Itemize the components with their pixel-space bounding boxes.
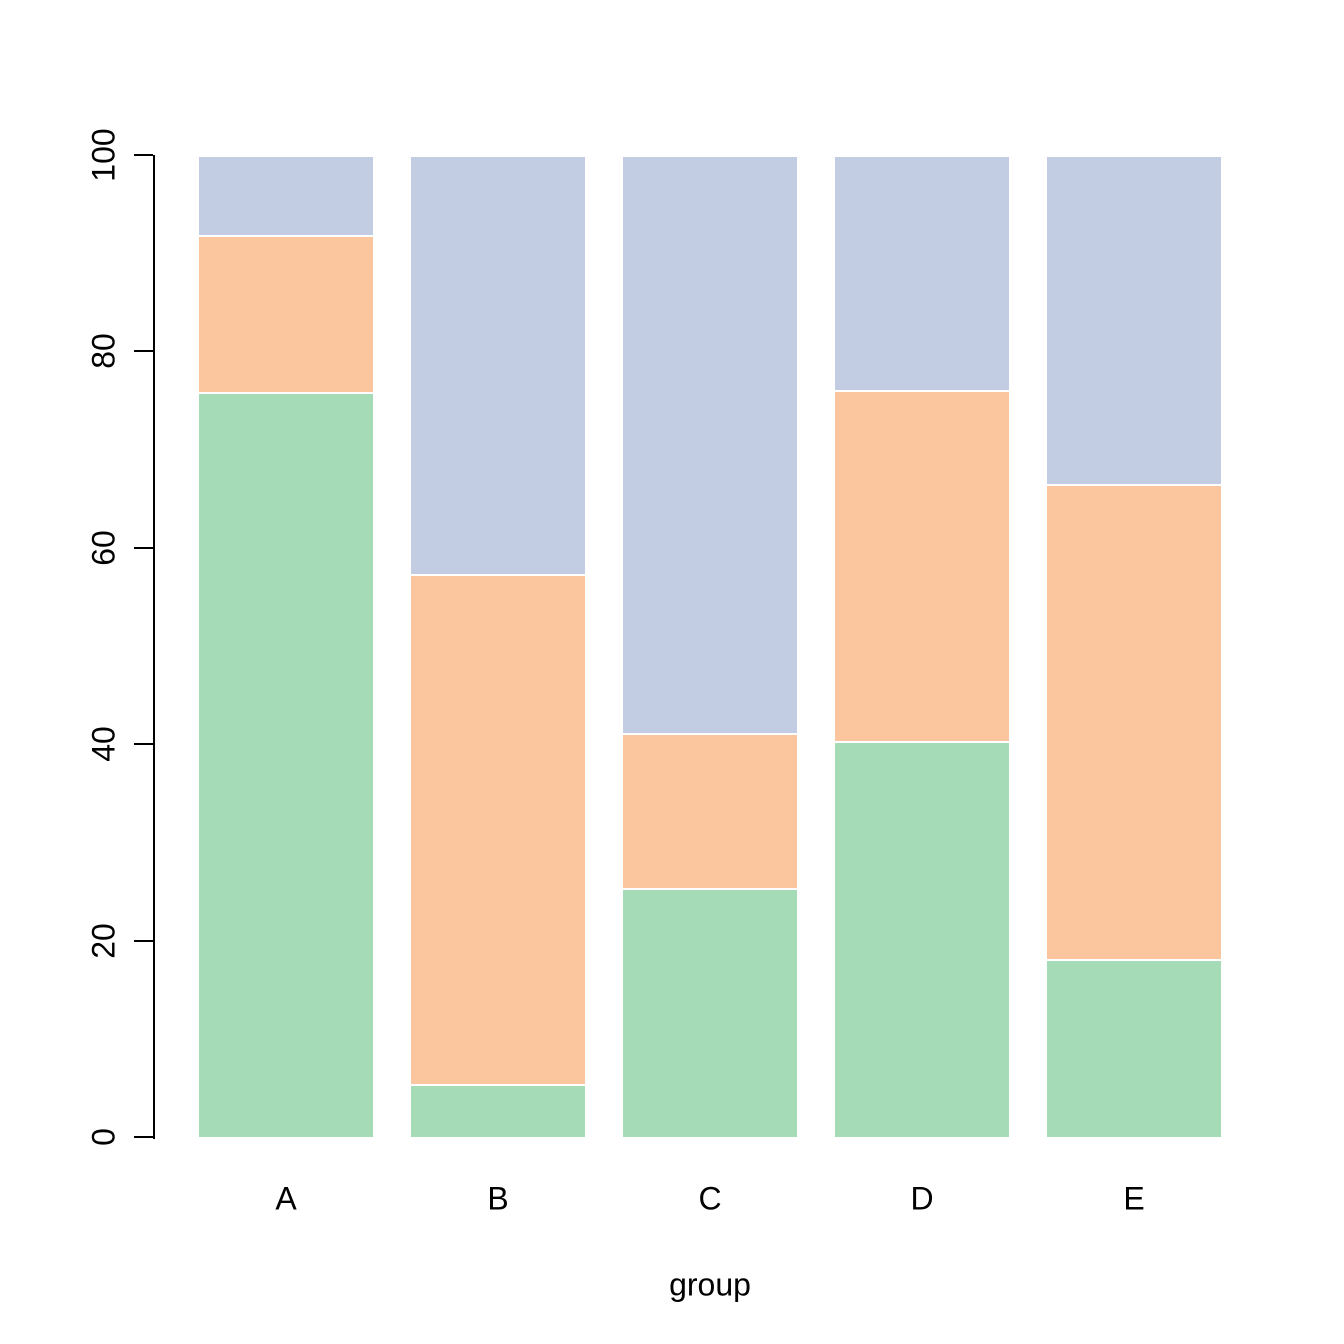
y-axis-tick-label: 60 xyxy=(85,530,122,566)
y-axis-tick xyxy=(134,154,153,156)
bar-B-middle-segment xyxy=(411,574,585,1084)
x-axis-label-C: C xyxy=(698,1180,722,1217)
bar-A-bottom-segment xyxy=(199,391,373,1137)
y-axis-tick xyxy=(134,939,153,942)
bar-C-top-segment xyxy=(623,155,797,734)
bar-E-middle-segment xyxy=(1047,483,1221,960)
bar-E-top-segment xyxy=(1047,155,1221,484)
y-axis-tick-label: 100 xyxy=(85,128,122,182)
bar-E-bottom-segment xyxy=(1047,959,1221,1137)
bar-B-bottom-segment xyxy=(411,1083,585,1137)
x-axis-label-D: D xyxy=(910,1180,934,1217)
y-axis-tick-label: 0 xyxy=(85,1128,122,1146)
y-axis-tick-label: 20 xyxy=(85,922,122,959)
y-axis-tick xyxy=(134,546,153,549)
y-axis-tick-label: 40 xyxy=(85,726,122,762)
bar-D-middle-segment xyxy=(835,389,1009,742)
bar-C-middle-segment xyxy=(623,733,797,888)
bar-B-top-segment xyxy=(411,155,585,575)
bar-D-bottom-segment xyxy=(835,741,1009,1137)
bar-D-top-segment xyxy=(835,155,1009,390)
x-axis-label-E: E xyxy=(1123,1180,1145,1217)
y-axis-tick xyxy=(134,1136,153,1138)
x-axis-title: group xyxy=(669,1266,751,1303)
y-axis-tick xyxy=(134,743,153,746)
x-axis-label-A: A xyxy=(275,1180,297,1217)
y-axis-tick xyxy=(134,350,153,353)
y-axis-line xyxy=(153,155,155,1139)
x-axis-label-B: B xyxy=(487,1180,509,1217)
bar-C-bottom-segment xyxy=(623,887,797,1137)
bar-A-top-segment xyxy=(199,155,373,235)
bar-A-middle-segment xyxy=(199,234,373,392)
y-axis-tick-label: 80 xyxy=(85,333,122,370)
